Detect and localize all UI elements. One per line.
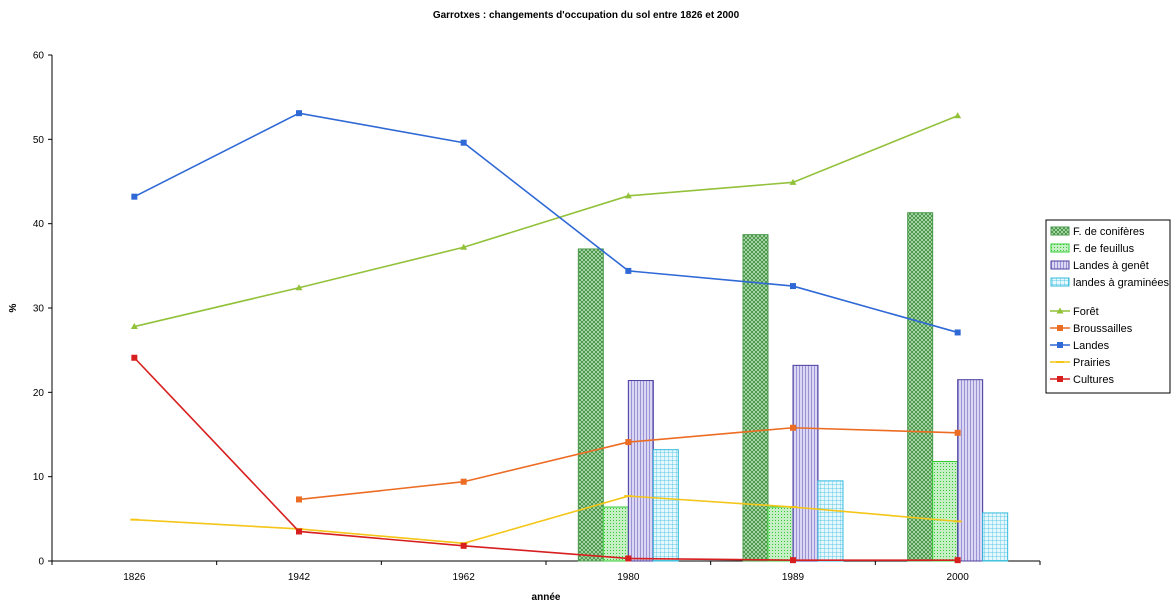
legend-label: Landes — [1073, 340, 1110, 352]
bar-f-de-conif-res-1989 — [742, 234, 769, 562]
point-for-t-1989 — [789, 178, 797, 185]
point-broussailles-1942 — [296, 496, 302, 503]
bar-landes-gramin-es-1980 — [652, 449, 679, 562]
y-tick-label: 60 — [33, 51, 45, 62]
point-broussailles-1980 — [625, 439, 632, 446]
y-tick-label: 20 — [33, 388, 45, 399]
point-landes-2000 — [954, 329, 961, 336]
x-tick-label: 2000 — [947, 572, 970, 583]
y-tick-label: 0 — [38, 557, 44, 568]
line-cultures — [133, 357, 958, 561]
y-tick-label: 50 — [33, 135, 45, 146]
y-tick-label: 30 — [33, 304, 45, 315]
bars — [577, 212, 1009, 562]
x-tick-label: 1942 — [288, 572, 311, 583]
x-tick-label: 1980 — [617, 572, 640, 583]
y-axis-label: % — [8, 303, 19, 312]
legend-label: Broussailles — [1073, 323, 1133, 335]
legend-label: F. de feuillus — [1073, 243, 1135, 255]
axes: 0 10 20 30 40 50 60 1826 1942 1962 1980 1989 2000 — [33, 51, 1041, 583]
legend-label: F. de conifères — [1073, 226, 1145, 238]
point-landes-1989 — [790, 283, 796, 290]
point-cultures-1826 — [131, 354, 138, 361]
point-broussailles-2000 — [954, 429, 961, 436]
legend-swatch-bar — [1050, 243, 1070, 253]
chart-title: Garrotxes : changements d'occupation du … — [433, 10, 740, 21]
bar-f-de-conif-res-2000 — [907, 212, 934, 562]
point-cultures-1989 — [790, 557, 796, 564]
lines — [130, 110, 962, 564]
point-landes-1826 — [131, 193, 138, 200]
legend-label: landes à graminées — [1073, 277, 1170, 289]
bar-landes-gramin-es-1989 — [817, 480, 844, 562]
x-tick-label: 1962 — [453, 572, 476, 583]
point-for-t-1962 — [460, 243, 468, 250]
bar-landes-gen-t-2000 — [957, 379, 984, 562]
line-landes — [133, 112, 958, 334]
y-tick-label: 40 — [33, 219, 45, 230]
legend-label: Forêt — [1073, 306, 1099, 318]
point-landes-1980 — [625, 267, 632, 274]
legend-swatch-bar — [1050, 277, 1070, 287]
legend-label: Prairies — [1073, 357, 1111, 369]
line-for-t — [134, 114, 958, 328]
point-for-t-1942 — [295, 284, 303, 291]
legend-marker — [1056, 307, 1064, 314]
point-cultures-1962 — [460, 542, 467, 549]
bar-landes-gramin-es-2000 — [982, 512, 1009, 562]
y-tick-label: 10 — [33, 472, 45, 483]
x-tick-label: 1989 — [782, 572, 805, 583]
bar-f-de-feuillus-1989 — [767, 506, 794, 562]
bar-landes-gen-t-1980 — [627, 380, 654, 562]
bar-f-de-conif-res-1980 — [577, 248, 604, 562]
point-broussailles-1989 — [790, 424, 796, 431]
x-axis-label: année — [532, 592, 561, 601]
line-prairies — [134, 495, 958, 545]
legend-swatch-bar — [1050, 226, 1070, 236]
legend-label: Cultures — [1073, 374, 1114, 386]
legend-marker — [1057, 376, 1063, 382]
point-cultures-1942 — [296, 528, 302, 535]
point-for-t-1826 — [130, 323, 138, 330]
bar-f-de-feuillus-1980 — [602, 506, 629, 562]
point-landes-1942 — [296, 110, 302, 117]
point-cultures-1980 — [625, 555, 632, 562]
bar-f-de-feuillus-2000 — [932, 460, 959, 562]
point-broussailles-1962 — [460, 478, 467, 485]
legend: F. de conifères F. de feuillus Landes à ge… — [1045, 219, 1171, 394]
point-for-t-2000 — [954, 112, 962, 119]
bar-landes-gen-t-1989 — [792, 364, 819, 562]
point-landes-1962 — [460, 139, 467, 146]
legend-label: Landes à genêt — [1073, 260, 1149, 272]
point-for-t-1980 — [624, 192, 632, 199]
point-cultures-2000 — [954, 557, 961, 564]
legend-marker — [1057, 325, 1063, 331]
legend-swatch-bar — [1050, 260, 1070, 270]
x-tick-label: 1826 — [123, 572, 146, 583]
legend-marker — [1057, 342, 1063, 348]
